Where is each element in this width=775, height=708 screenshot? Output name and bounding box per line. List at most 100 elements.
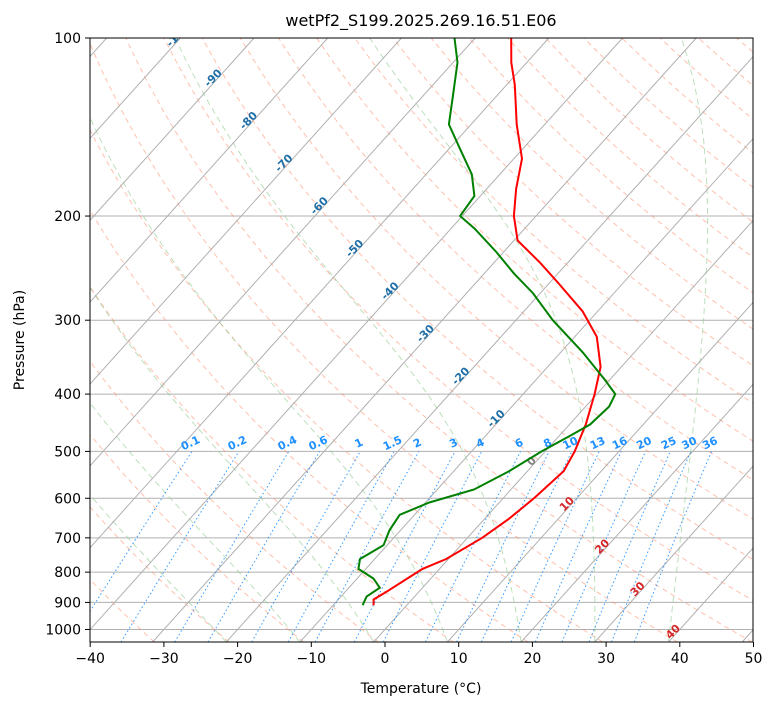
adiabat-label: -30 [414,322,437,345]
y-tick-label: 300 [54,313,81,329]
x-tick-label: 0 [381,651,390,667]
mixing-ratio-line [251,451,361,642]
adiabat-label: -10 [485,407,508,430]
y-axis-label: Pressure (hPa) [12,290,28,390]
dry-adiabat [698,38,753,87]
dry-adiabat [736,38,753,53]
moist-adiabat [668,38,709,642]
isotherm-line [152,38,697,642]
adiabat-label: 10 [557,494,577,514]
adiabat-label: -60 [308,194,331,217]
mixing-ratio-label: 6 [513,436,526,451]
dry-adiabat [659,38,753,120]
adiabat-label: -90 [202,66,225,89]
adiabat-label: 40 [663,621,683,641]
mixing-ratio-line [480,451,573,642]
moist-adiabat [90,494,227,642]
mixing-ratio-line [314,451,420,642]
x-axis: −40 −30 −20 −10 0 10 20 30 40 50 [75,642,762,667]
isotherm-line [90,38,402,385]
mixing-ratio-label: 25 [659,434,678,452]
y-tick-label: 800 [54,565,81,581]
y-tick-label: 400 [54,387,81,403]
chart-title: wetPf2_S199.2025.269.16.51.E06 [285,11,556,31]
isotherm-line [90,38,623,631]
x-tick-label: 30 [597,651,615,667]
moist-adiabat [369,38,596,642]
mixing-ratio-line [561,451,647,642]
mixing-ratio-label: 4 [474,436,487,451]
mixing-ratio-line [534,451,622,642]
y-tick-label: 1000 [45,622,81,638]
moist-adiabat [90,116,448,642]
isotherm-line [90,38,329,303]
y-tick-label: 100 [54,31,81,47]
dry-adiabat [430,38,753,330]
x-tick-label: 50 [745,651,763,667]
dry-adiabat [316,38,753,442]
adiabat-label: -70 [272,151,295,174]
dewpoint-profile-line [357,38,617,606]
isotherm-line [447,301,753,642]
dry-adiabat [90,506,230,642]
x-tick-label: 20 [523,651,541,667]
y-tick-label: 900 [54,595,81,611]
mixing-ratio-label: 0.6 [307,433,330,453]
dry-adiabat [90,360,379,642]
adiabat-label: 30 [628,579,648,599]
dry-adiabat [507,38,753,258]
mixing-ratio-line [633,451,713,642]
mixing-ratio-label: 0.2 [226,433,249,453]
x-tick-label: 10 [450,651,468,667]
mixing-ratio-label: 0.4 [276,433,299,453]
isotherm-line [594,465,753,642]
dry-adiabat [545,38,753,223]
dry-adiabat [468,38,753,294]
x-axis-label: Temperature (°C) [360,681,482,697]
mixing-ratio-line [120,451,240,642]
y-axis: 100 200 300 400 500 600 700 800 900 1000 [45,31,90,638]
adiabat-label: -40 [378,279,401,302]
temperature-profile-line [372,38,602,606]
dry-adiabat [278,38,753,481]
mixing-ratio-line [425,451,522,642]
dry-adiabat [90,433,305,642]
adiabat-label: 20 [592,536,612,556]
y-tick-label: 700 [54,531,81,547]
mixing-ratio-label: 30 [680,434,700,452]
dry-adiabat [0,38,5,642]
adiabat-label: -80 [237,109,260,132]
dry-adiabat [90,42,678,642]
x-tick-label: −40 [75,651,105,667]
plot-frame [89,37,754,643]
moist-adiabat [174,38,522,642]
dry-adiabat [354,38,753,404]
x-tick-label: 40 [671,651,689,667]
isotherm-line [90,38,255,221]
mixing-ratio-line [353,451,456,642]
dry-adiabat [163,38,753,602]
isotherm-line [90,38,476,467]
dry-adiabat [90,128,603,642]
mixing-ratio-label: 3 [447,436,459,451]
adiabat-label: -100 [164,21,193,50]
mixing-ratio-label: 1.5 [381,433,404,453]
dry-adiabat [239,38,753,520]
y-tick-label: 200 [54,209,81,225]
mixing-ratio-label: 20 [634,434,654,452]
mixing-ratio-label: 13 [588,434,607,452]
dry-adiabat [90,285,454,642]
adiabat-label: -50 [343,237,366,260]
mixing-ratio-line [287,451,395,642]
moist-adiabat [90,286,375,642]
isotherm-line [225,56,753,642]
dry-adiabat [125,38,753,642]
mixing-ratio-line [611,451,692,642]
isotherm-line [90,38,550,549]
isotherm-line [668,547,753,642]
mixing-ratio-line [90,451,193,613]
plot-area: 0.1 0.2 0.4 0.6 1 1.5 2 3 4 6 8 10 13 16 20 25 30 36-100-… [0,21,753,642]
mixing-ratio-label: 0.1 [179,433,202,453]
dry-adiabat [90,209,529,642]
